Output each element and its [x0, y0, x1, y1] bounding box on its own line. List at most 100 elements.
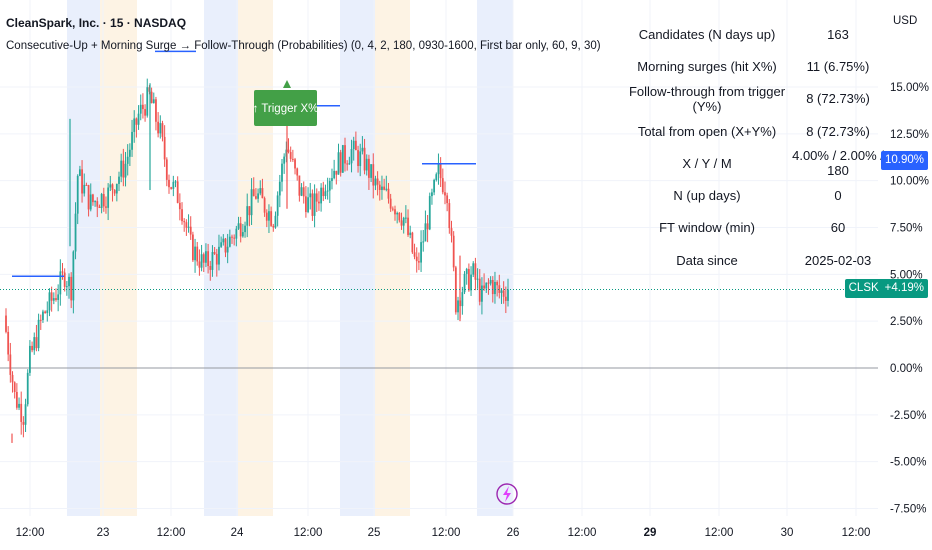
- x-tick-label: 12:00: [568, 527, 597, 539]
- candle-body: [348, 163, 351, 165]
- candle-body: [444, 192, 446, 196]
- candle-body: [135, 118, 138, 125]
- candle-body: [102, 194, 105, 207]
- x-tick-label: 12:00: [157, 527, 186, 539]
- candle-body: [302, 187, 305, 197]
- candle-body: [311, 193, 314, 216]
- current-price-tag: CLSK +4.19%: [844, 279, 928, 298]
- candle-body: [411, 232, 414, 253]
- candle-body: [307, 197, 309, 213]
- candle-body: [368, 158, 370, 178]
- time-axis[interactable]: 12:00 23 12:00 24 12:00 25 12:00 26 12:00 29 12:00…: [16, 527, 871, 539]
- y-tick-label: 10.00%: [890, 176, 929, 188]
- candle-body: [396, 212, 399, 215]
- candle-body: [496, 281, 499, 286]
- price-tag-value: +4.19%: [884, 282, 924, 294]
- candle-body: [285, 149, 288, 157]
- candle-body: [207, 251, 210, 267]
- candle-body: [22, 421, 25, 425]
- stats-label: Morning surges (hit X%): [637, 58, 777, 74]
- stats-value: 8 (72.73%): [806, 91, 870, 107]
- candle-body: [68, 276, 70, 287]
- candle-body: [13, 382, 16, 392]
- candle-body: [322, 187, 325, 197]
- candle-body: [131, 131, 133, 150]
- x-tick-label: 12:00: [705, 527, 734, 539]
- y-tick-label: 5.00%: [890, 269, 923, 281]
- price-axis[interactable]: 15.00% 12.50% 10.00% 7.50% 5.00% 2.50% 0.00% -2…: [890, 82, 929, 515]
- candle-body: [235, 228, 238, 239]
- candle-body: [237, 223, 240, 229]
- session-band: [100, 0, 137, 516]
- candle-body: [250, 189, 253, 216]
- candle-body: [198, 261, 201, 268]
- candle-body: [118, 176, 120, 184]
- candle-body: [246, 206, 249, 226]
- indicator-title[interactable]: Consecutive-Up + Morning Surge → Follow-…: [6, 40, 601, 52]
- candle-body: [296, 168, 299, 176]
- candle-body: [37, 319, 40, 349]
- candle-body: [504, 296, 507, 301]
- candle-body: [42, 311, 44, 321]
- x-tick-label: 23: [97, 527, 110, 539]
- candle-body: [507, 289, 509, 301]
- candle-body: [87, 185, 90, 210]
- candle-body: [474, 263, 477, 280]
- candle-body: [133, 118, 136, 132]
- candle-body: [107, 187, 110, 208]
- currency-label[interactable]: USD: [893, 15, 918, 27]
- session-band: [238, 0, 273, 516]
- candle-body: [26, 372, 29, 405]
- candle-body: [424, 223, 427, 242]
- candle-body: [354, 140, 357, 151]
- candle-body: [170, 187, 173, 189]
- symbol-title[interactable]: CleanSpark, Inc. · 15 · NASDAQ: [6, 16, 187, 30]
- x-tick-label: 26: [507, 527, 520, 539]
- candle-body: [281, 163, 283, 182]
- candlestick-series: [5, 78, 509, 443]
- candle-body: [33, 337, 36, 351]
- stats-label: Data since: [676, 252, 738, 268]
- stats-value: 11 (6.75%): [806, 58, 870, 74]
- stats-label: Follow-through from trigger (Y%): [628, 83, 786, 114]
- stats-row: Morning surges (hit X%) 11 (6.75%): [622, 50, 884, 82]
- candle-body: [52, 298, 55, 301]
- candle-body: [494, 281, 496, 295]
- candle-body: [372, 164, 375, 186]
- stats-label: Total from open (X+Y%): [637, 123, 777, 139]
- stats-value: 60: [830, 220, 846, 236]
- candle-body: [185, 222, 188, 228]
- candle-body: [146, 87, 149, 116]
- session-backgrounds: [67, 0, 513, 516]
- candle-body: [485, 282, 488, 289]
- trigger-marker[interactable]: ↑ Trigger X%: [253, 80, 319, 126]
- y-tick-label: -7.50%: [890, 503, 926, 515]
- session-band: [340, 0, 375, 516]
- candle-body: [402, 217, 405, 226]
- candle-body: [9, 354, 12, 375]
- candle-body: [502, 290, 505, 297]
- candle-body: [433, 179, 436, 193]
- candle-body: [331, 178, 333, 182]
- candle-body: [385, 188, 388, 190]
- candle-body: [420, 242, 422, 263]
- candle-body: [126, 156, 129, 164]
- candle-body: [289, 152, 292, 159]
- stats-row: FT window (min) 60: [622, 212, 884, 244]
- lightning-icon[interactable]: [496, 483, 518, 505]
- candle-body: [263, 198, 266, 213]
- candle-body: [5, 315, 7, 332]
- candle-body: [76, 175, 79, 214]
- x-tick-label: 12:00: [294, 527, 323, 539]
- y-tick-label: 7.50%: [890, 223, 923, 235]
- candle-body: [437, 164, 440, 175]
- candle-body: [65, 286, 68, 288]
- candle-body: [194, 246, 196, 261]
- candle-body: [383, 186, 386, 190]
- candle-body: [98, 206, 101, 208]
- candle-body: [398, 212, 401, 221]
- candle-body: [463, 273, 466, 293]
- candle-body: [81, 169, 83, 194]
- candle-body: [128, 149, 131, 157]
